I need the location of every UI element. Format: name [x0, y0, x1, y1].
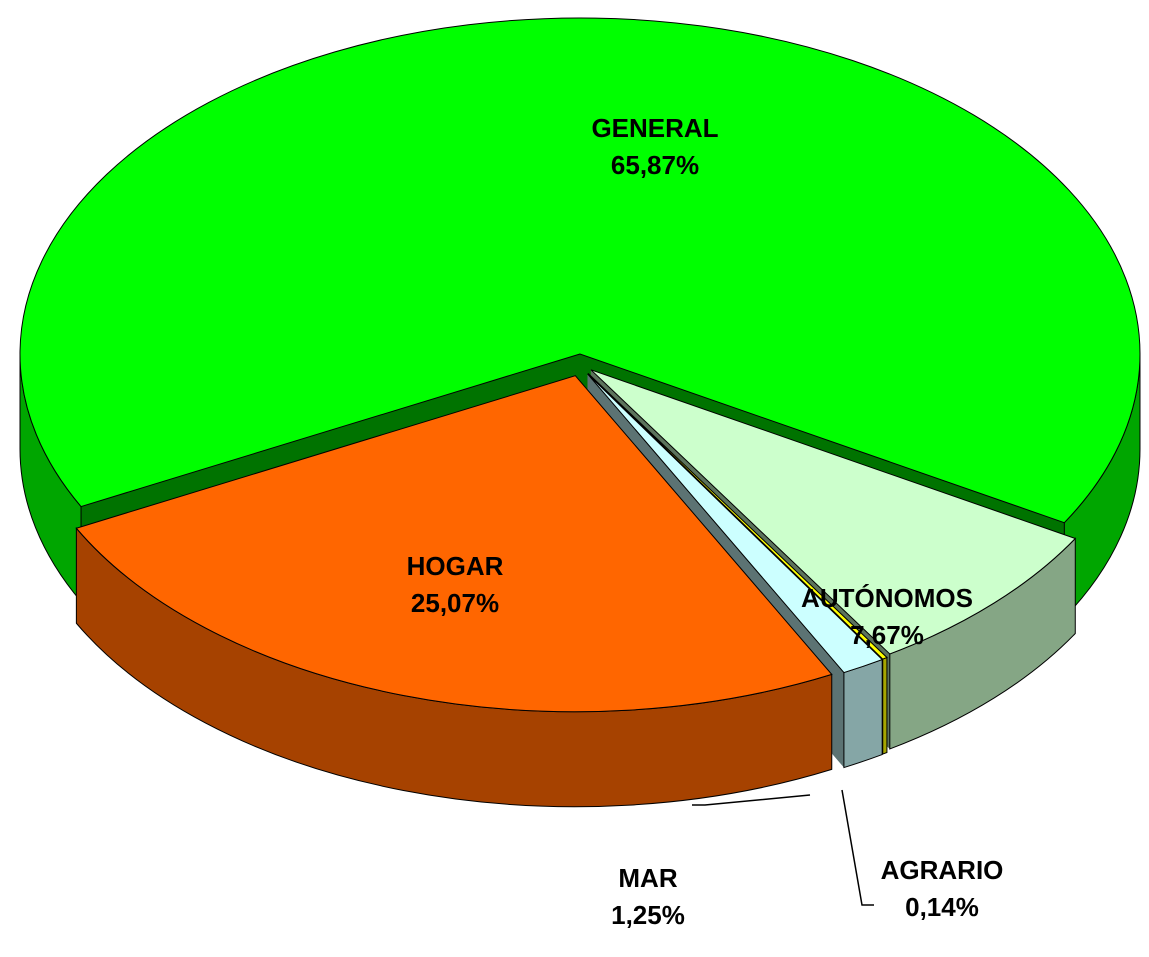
slice-side-shade — [882, 657, 887, 755]
slice-value-label: 7,67% — [850, 620, 924, 650]
slice-value-label: 0,14% — [905, 892, 979, 922]
leader-line — [692, 794, 811, 806]
slice-top — [587, 373, 884, 674]
slice-side-shade — [889, 538, 1076, 749]
slice-label: GENERAL — [591, 113, 718, 143]
slice-side-shade — [843, 659, 883, 768]
slice-side-shade — [76, 528, 832, 807]
slice-side-shade — [19, 354, 82, 602]
slice-value-label: 1,25% — [611, 900, 685, 930]
slice-label: AGRARIO — [881, 855, 1004, 885]
slice-label: HOGAR — [407, 551, 504, 581]
slice-top — [587, 372, 888, 660]
slice-label: MAR — [618, 863, 677, 893]
slice-value-label: 65,87% — [611, 150, 699, 180]
slice-top — [75, 375, 833, 713]
slice-label: AUTÓNOMOS — [801, 583, 973, 613]
slice-value-label: 25,07% — [411, 588, 499, 618]
slice-top — [19, 17, 1141, 524]
slice-top — [590, 369, 1077, 655]
leader-line — [841, 789, 874, 906]
slice-side-shade — [1064, 354, 1140, 618]
